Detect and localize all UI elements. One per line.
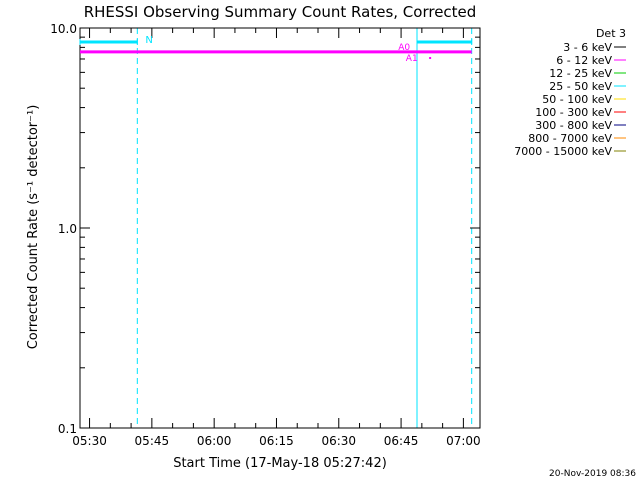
x-tick-label: 06:00 xyxy=(197,434,232,448)
y-tick-label: 1.0 xyxy=(58,222,77,236)
plot-area: 0.1 1.0 10.0 05:30 05:45 06:00 06:15 06:30 06:45… xyxy=(50,22,480,448)
x-tick-label: 07:00 xyxy=(446,434,481,448)
x-tick-label: 05:30 xyxy=(72,434,107,448)
attenuator-label: A1 xyxy=(406,54,418,64)
legend-entry-label: 50 - 100 keV xyxy=(542,93,612,106)
legend-entry-label: 12 - 25 keV xyxy=(549,67,612,80)
legend-entry-label: 100 - 300 keV xyxy=(535,106,612,119)
legend-entry-label: 6 - 12 keV xyxy=(556,54,612,67)
legend-entry-label: 800 - 7000 keV xyxy=(528,132,612,145)
y-tick-label: 10.0 xyxy=(50,22,77,36)
footer-date: 20-Nov-2019 08:36 xyxy=(549,469,636,479)
legend-entry-label: 25 - 50 keV xyxy=(549,80,612,93)
x-tick-label: 06:45 xyxy=(384,434,419,448)
y-tick-label: 0.1 xyxy=(58,422,77,436)
chart-title: RHESSI Observing Summary Count Rates, Co… xyxy=(84,3,477,21)
night-bar-label: N xyxy=(145,35,152,46)
x-tick-label: 06:15 xyxy=(259,434,294,448)
attenuator-label: A0 xyxy=(398,43,410,53)
legend-entry-label: 300 - 800 keV xyxy=(535,119,612,132)
x-tick-label: 05:45 xyxy=(135,434,170,448)
legend-title: Det 3 xyxy=(596,27,626,40)
x-tick-label: 06:30 xyxy=(321,434,356,448)
plot-frame xyxy=(79,27,481,429)
y-axis-label: Corrected Count Rate (s⁻¹ detector⁻¹) xyxy=(26,105,41,350)
attenuator-dot xyxy=(429,57,432,59)
x-axis-label: Start Time (17-May-18 05:27:42) xyxy=(173,456,387,471)
legend-entry-label: 7000 - 15000 keV xyxy=(514,145,612,158)
legend-entry-label: 3 - 6 keV xyxy=(563,41,612,54)
